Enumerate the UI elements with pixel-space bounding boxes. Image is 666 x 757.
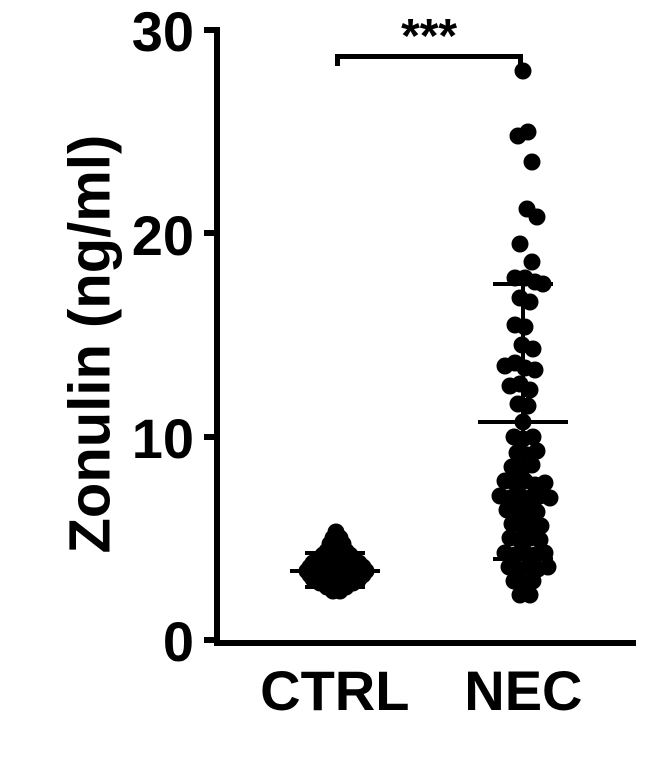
mean-line xyxy=(290,569,380,573)
error-bar-cap xyxy=(493,282,553,286)
y-axis-line xyxy=(214,30,220,646)
data-point xyxy=(526,361,543,378)
error-bar-cap xyxy=(493,557,553,561)
x-category-label: NEC xyxy=(413,658,633,723)
y-tick xyxy=(204,637,220,643)
error-bar-cap xyxy=(305,551,365,555)
mean-line xyxy=(478,420,568,424)
x-axis-line xyxy=(214,640,636,646)
significance-drop xyxy=(335,54,340,66)
data-point xyxy=(520,123,537,140)
data-point xyxy=(512,235,529,252)
zonulin-scatter-chart: Zonulin (ng/ml) 0102030 CTRLNEC *** xyxy=(0,0,666,757)
y-tick-label: 30 xyxy=(104,0,194,64)
significance-drop xyxy=(518,54,523,66)
data-point xyxy=(528,209,545,226)
data-point xyxy=(523,457,540,474)
y-tick-label: 0 xyxy=(104,609,194,674)
y-tick xyxy=(204,434,220,440)
error-bar-cap xyxy=(305,585,365,589)
data-point xyxy=(521,587,538,604)
significance-stars: *** xyxy=(369,9,489,64)
data-point xyxy=(328,524,345,541)
data-point xyxy=(523,253,540,270)
data-point xyxy=(540,558,557,575)
y-tick xyxy=(204,230,220,236)
y-tick xyxy=(204,27,220,33)
y-tick-label: 10 xyxy=(104,406,194,471)
data-point xyxy=(525,341,542,358)
x-category-label: CTRL xyxy=(225,658,445,723)
data-point xyxy=(523,154,540,171)
y-tick-label: 20 xyxy=(104,203,194,268)
data-point xyxy=(541,489,558,506)
